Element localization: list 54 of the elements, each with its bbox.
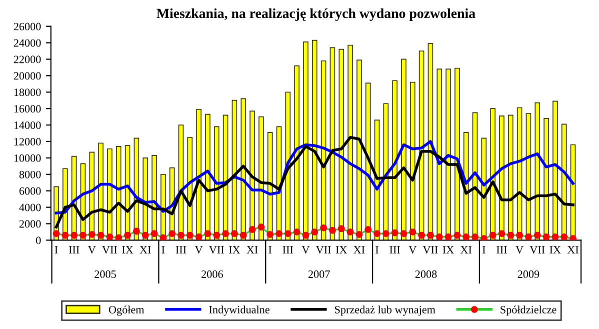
y-tick-label: 20000 bbox=[14, 72, 41, 80]
y-tick-label: 24000 bbox=[14, 39, 41, 47]
x-tick-label: VII bbox=[422, 246, 438, 254]
y-tick-label: 22000 bbox=[14, 56, 41, 64]
x-tick-label: XI bbox=[140, 246, 151, 254]
x-tick-label: I bbox=[376, 246, 378, 254]
x-tick-label: I bbox=[162, 246, 165, 254]
x-tick-label: XI bbox=[354, 246, 365, 254]
y-tick-label: 16000 bbox=[14, 105, 41, 113]
y-tick-label: 2000 bbox=[19, 220, 41, 228]
x-tick-label: VII bbox=[530, 246, 545, 254]
x-tick-label: VII bbox=[316, 246, 331, 254]
y-tick-label: 18000 bbox=[14, 88, 41, 96]
y-tick-label: 14000 bbox=[14, 121, 41, 129]
text: 2006 bbox=[202, 270, 223, 278]
x-tick-label: IX bbox=[442, 246, 454, 254]
x-tick-label: VII bbox=[102, 246, 118, 254]
x-tick-label: V bbox=[408, 246, 417, 254]
legend-label: Spółdzielcze bbox=[500, 306, 556, 316]
y-tick-label: 26000 bbox=[14, 22, 41, 30]
x-tick-label: VII bbox=[209, 246, 224, 254]
x-tick-label: I bbox=[54, 246, 58, 254]
text: 2007 bbox=[308, 270, 330, 278]
y-tick-label: 0 bbox=[36, 236, 41, 244]
x-tick-label: XI bbox=[246, 246, 258, 254]
x-tick-label: III bbox=[390, 246, 400, 254]
y-tick-label: 10000 bbox=[14, 154, 41, 162]
y-tick-label: 6000 bbox=[19, 187, 41, 195]
legend-label: Sprzedaż lub wynajem bbox=[335, 306, 436, 316]
x-tick-label: III bbox=[282, 246, 294, 254]
x-tick-label: III bbox=[176, 246, 186, 254]
legend-label: Indywidualne bbox=[209, 306, 270, 316]
text: 2009 bbox=[518, 270, 540, 278]
x-tick-label: V bbox=[194, 246, 203, 254]
y-tick-label: 12000 bbox=[14, 138, 41, 146]
x-tick-label: III bbox=[496, 246, 507, 254]
x-tick-label: IX bbox=[228, 246, 240, 254]
x-tick-label: V bbox=[88, 246, 96, 254]
x-tick-label: IX bbox=[336, 246, 348, 254]
x-tick-label: IX bbox=[122, 246, 134, 254]
chart-title: Mieszkania, na realizację których wydano pozwolenia bbox=[156, 8, 476, 21]
x-tick-label: V bbox=[516, 246, 524, 254]
x-tick-label: V bbox=[302, 246, 310, 254]
legend-label: Ogółem bbox=[108, 306, 144, 316]
x-tick-label: III bbox=[68, 246, 80, 254]
x-tick-label: IX bbox=[550, 246, 561, 254]
text: 2005 bbox=[94, 270, 116, 278]
x-tick-label: I bbox=[482, 246, 486, 254]
text: 2008 bbox=[415, 270, 437, 278]
y-tick-label: 8000 bbox=[19, 170, 41, 178]
x-tick-label: I bbox=[268, 246, 272, 254]
x-tick-label: XI bbox=[460, 246, 472, 254]
y-tick-label: 4000 bbox=[19, 204, 41, 212]
x-tick-label: XI bbox=[567, 246, 578, 254]
